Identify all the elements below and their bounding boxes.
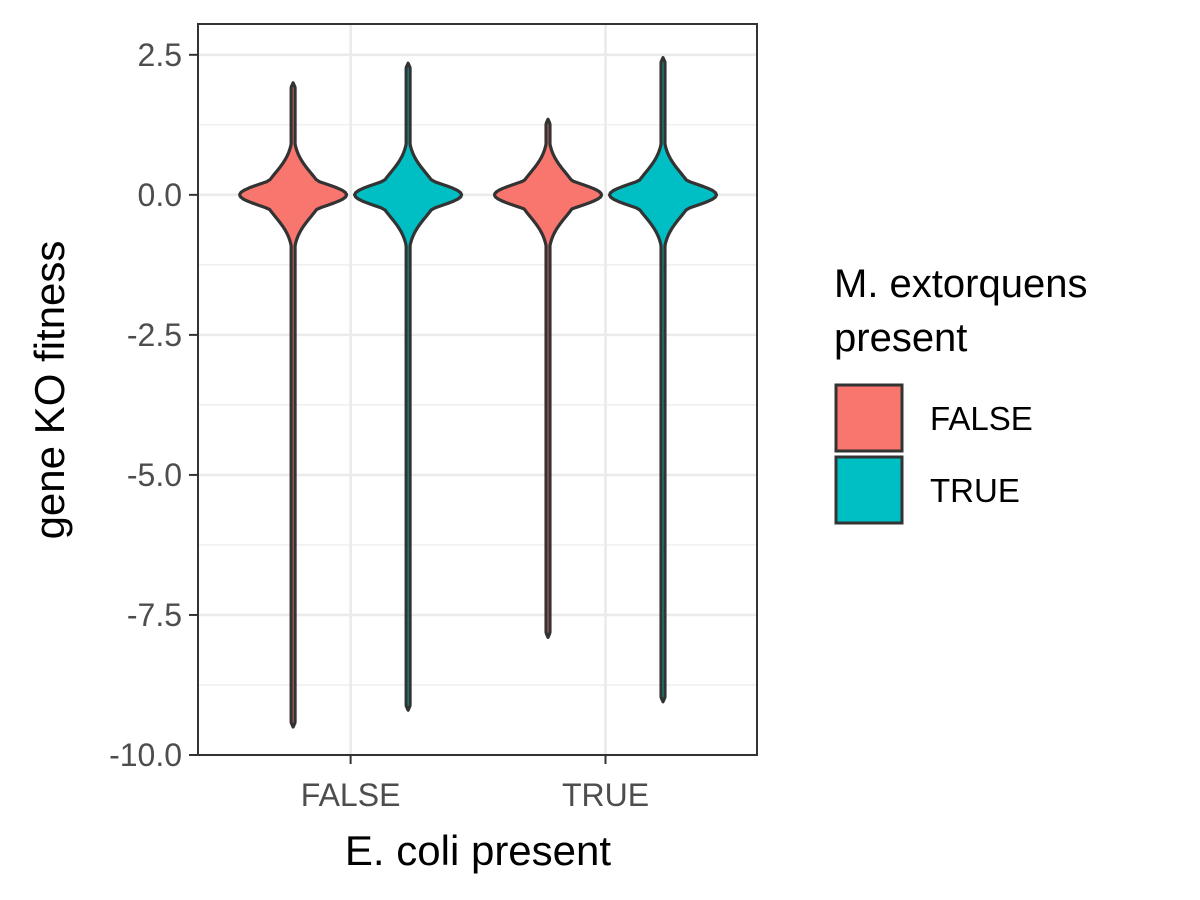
violin-true-false <box>353 61 464 712</box>
y-tick-label: -10.0 <box>109 737 182 773</box>
y-tick-label: -2.5 <box>127 317 182 353</box>
y-axis: 2.5 0.0 -2.5 -5.0 -7.5 -10.0 <box>109 37 198 773</box>
violin-false-false <box>238 81 349 729</box>
y-tick-label: -5.0 <box>127 457 182 493</box>
legend-key-true <box>834 455 904 525</box>
legend-title-line-1: M. extorquens <box>834 262 1087 306</box>
grid-lines <box>198 24 757 757</box>
x-tick-label: TRUE <box>562 777 649 813</box>
violin-true-true <box>607 56 719 704</box>
legend-key-false <box>834 383 904 453</box>
y-tick-label: -7.5 <box>127 597 182 633</box>
plot-panel-border <box>197 23 758 756</box>
plot-panel <box>198 24 757 755</box>
y-tick-label: 0.0 <box>138 177 182 213</box>
y-axis-title: gene KO fitness <box>26 241 73 540</box>
x-tick-label: FALSE <box>301 777 401 813</box>
violin-false-true <box>492 117 604 639</box>
legend-label-false: FALSE <box>930 400 1033 437</box>
legend-title-line-2: present <box>834 316 967 360</box>
legend: M. extorquens present FALSE TRUE <box>834 262 1087 525</box>
y-tick-label: 2.5 <box>138 37 182 73</box>
x-axis: FALSE TRUE <box>301 755 649 813</box>
x-axis-title: E. coli present <box>345 827 611 874</box>
legend-label-true: TRUE <box>930 472 1020 509</box>
violins <box>238 56 719 729</box>
